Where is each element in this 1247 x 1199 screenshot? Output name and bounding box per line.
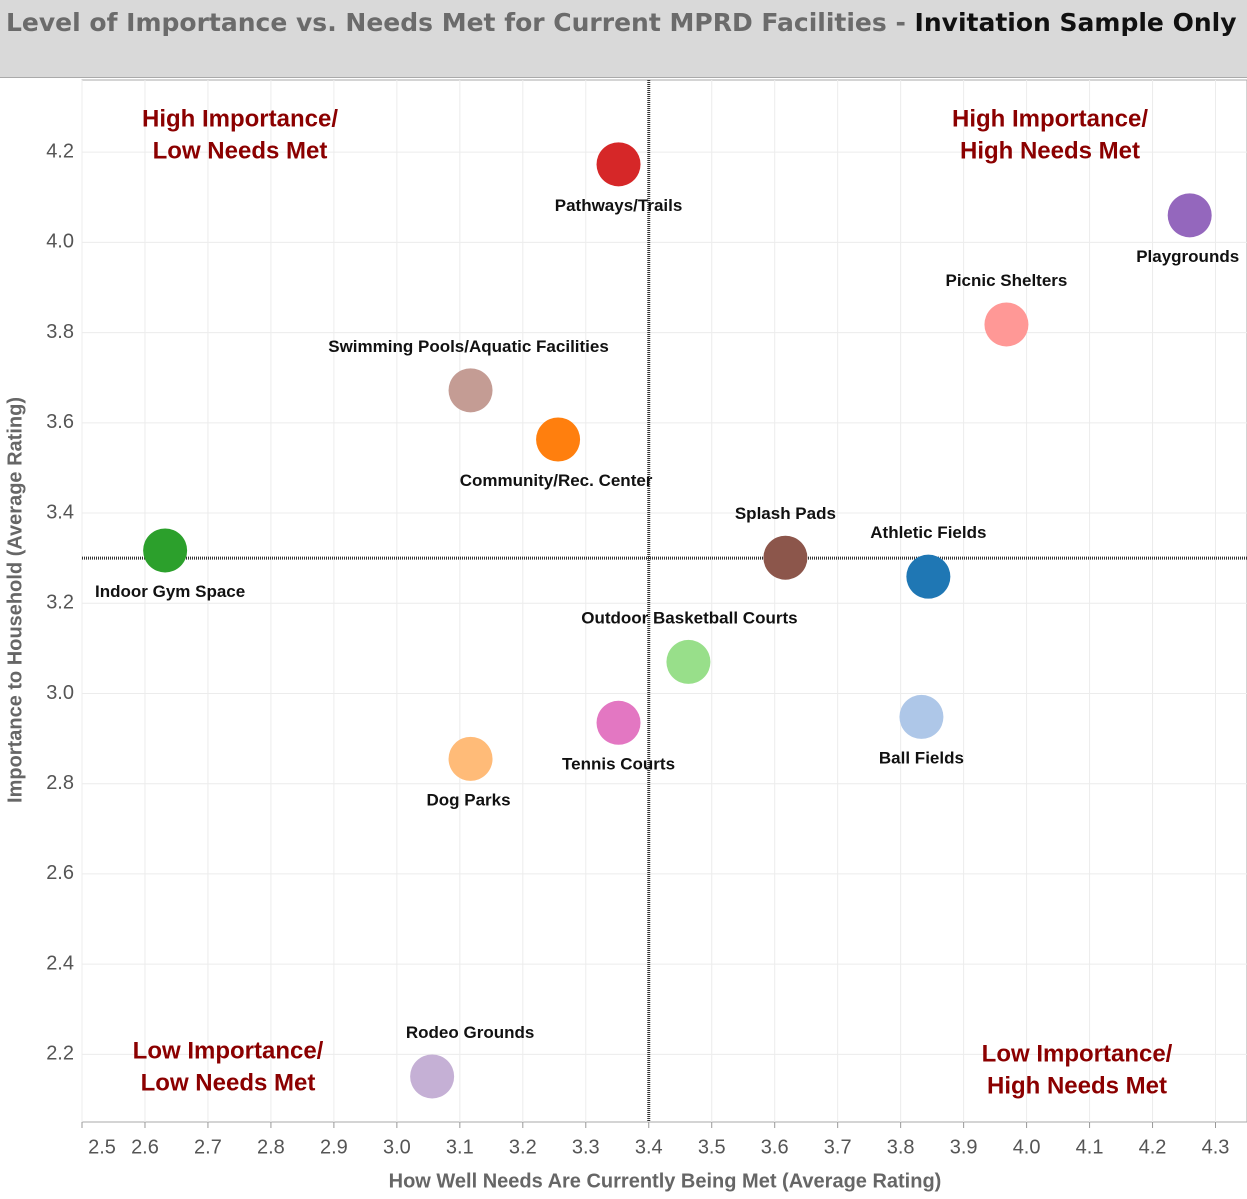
y-tick-label: 2.2 [46, 1043, 74, 1065]
y-tick-label: 3.6 [46, 411, 74, 433]
x-tick-label: 3.1 [446, 1136, 474, 1158]
y-axis-label: Importance to Household (Average Rating) [4, 397, 26, 803]
x-tick-label: 3.4 [635, 1136, 663, 1158]
x-tick-label: 4.0 [1013, 1136, 1041, 1158]
chart-title-emphasis: Invitation Sample Only [914, 8, 1237, 37]
point [596, 700, 641, 745]
x-tick-label: 2.9 [320, 1136, 348, 1158]
x-tick-label: 2.8 [257, 1136, 285, 1158]
point [984, 302, 1029, 347]
quadrant-label: High Importance/ [952, 105, 1148, 132]
point-label: Outdoor Basketball Courts [581, 608, 797, 627]
y-tick-label: 2.6 [46, 862, 74, 884]
x-tick-label: 3.3 [572, 1136, 600, 1158]
point-label: Community/Rec. Center [460, 471, 653, 490]
x-tick-label: 3.8 [887, 1136, 915, 1158]
point-label: Dog Parks [426, 790, 510, 809]
x-axis-label: How Well Needs Are Currently Being Met (… [389, 1170, 942, 1192]
x-tick-label: 4.1 [1076, 1136, 1104, 1158]
point [536, 417, 581, 462]
quadrant-label: Low Needs Met [141, 1069, 316, 1096]
y-tick-label: 4.0 [46, 231, 74, 253]
x-tick-label: 3.0 [383, 1136, 411, 1158]
x-tick-label: 4.3 [1202, 1136, 1230, 1158]
y-tick-label: 3.2 [46, 592, 74, 614]
x-tick-label: 2.5 [88, 1136, 116, 1158]
point [899, 694, 944, 739]
x-tick-label: 3.6 [761, 1136, 789, 1158]
point-label: Picnic Shelters [945, 271, 1067, 290]
point [906, 554, 951, 599]
y-tick-label: 4.2 [46, 140, 74, 162]
point [448, 368, 493, 413]
point-label: Indoor Gym Space [95, 582, 245, 601]
point-label: Pathways/Trails [555, 196, 683, 215]
title-bar: Level of Importance vs. Needs Met for Cu… [0, 0, 1247, 78]
x-tick-label: 2.7 [194, 1136, 222, 1158]
y-tick-label: 3.8 [46, 321, 74, 343]
point-label: Playgrounds [1136, 247, 1239, 266]
point [666, 639, 711, 684]
point [1167, 193, 1212, 238]
quadrant-label: High Needs Met [960, 137, 1140, 164]
point [143, 528, 188, 573]
quadrant-label: High Importance/ [142, 105, 338, 132]
x-tick-label: 2.6 [131, 1136, 159, 1158]
quadrant-label: High Needs Met [987, 1072, 1167, 1099]
quadrant-label: Low Importance/ [133, 1037, 324, 1064]
quadrant-label: Low Needs Met [153, 137, 328, 164]
point [410, 1054, 455, 1099]
point-label: Tennis Courts [562, 754, 675, 773]
point-label: Athletic Fields [870, 523, 986, 542]
x-tick-label: 3.9 [950, 1136, 978, 1158]
point-label: Rodeo Grounds [406, 1023, 534, 1042]
point [763, 535, 808, 580]
quadrant-label: Low Importance/ [982, 1040, 1173, 1067]
point-label: Ball Fields [879, 748, 964, 767]
point-label: Swimming Pools/Aquatic Facilities [328, 337, 609, 356]
y-tick-label: 3.4 [46, 501, 74, 523]
y-tick-label: 2.8 [46, 772, 74, 794]
point [448, 736, 493, 781]
x-tick-label: 3.2 [509, 1136, 537, 1158]
y-tick-label: 3.0 [46, 682, 74, 704]
x-tick-label: 3.7 [824, 1136, 852, 1158]
point-label: Splash Pads [735, 504, 836, 523]
x-tick-label: 4.2 [1139, 1136, 1167, 1158]
point [596, 142, 641, 187]
chart-title: Level of Importance vs. Needs Met for Cu… [6, 8, 915, 37]
y-tick-label: 2.4 [46, 952, 74, 974]
x-tick-label: 3.5 [698, 1136, 726, 1158]
plot-area [81, 79, 1247, 1123]
